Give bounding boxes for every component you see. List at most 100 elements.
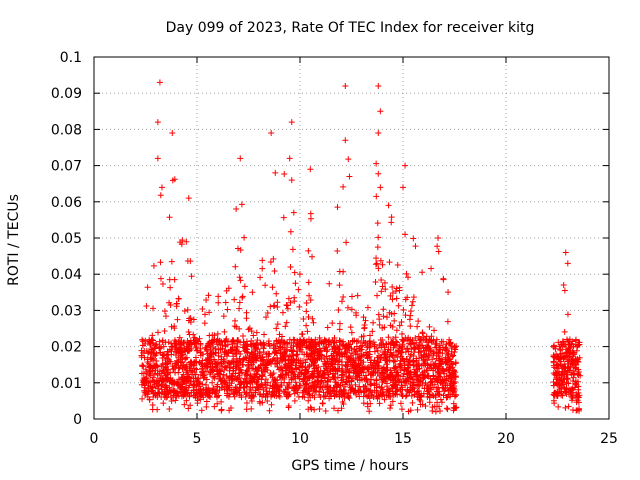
data-point [400, 184, 406, 191]
data-point [356, 345, 363, 352]
data-point [326, 337, 333, 344]
data-point [316, 406, 323, 413]
data-point [321, 374, 328, 381]
data-point [268, 130, 275, 137]
data-point [199, 371, 206, 378]
data-point [158, 184, 165, 191]
data-point [371, 382, 378, 389]
data-point [443, 354, 450, 361]
data-point [566, 345, 573, 352]
data-point [320, 370, 327, 377]
data-point [391, 317, 398, 324]
data-point [331, 365, 338, 372]
data-point [203, 376, 210, 383]
data-point [310, 319, 317, 326]
data-point [349, 293, 356, 300]
data-point [243, 406, 250, 413]
data-point [157, 259, 164, 266]
data-point [389, 385, 396, 392]
data-point [562, 349, 569, 356]
data-point [228, 346, 235, 353]
data-point [336, 388, 343, 395]
data-point [280, 214, 287, 221]
data-point [244, 349, 251, 356]
data-point [550, 343, 557, 350]
data-point [409, 376, 416, 383]
data-point [284, 305, 291, 312]
data-point [318, 339, 325, 346]
data-point [282, 357, 289, 364]
data-point [288, 376, 295, 383]
data-point [345, 156, 352, 163]
data-point [207, 360, 214, 367]
data-point [168, 340, 175, 347]
data-point [450, 400, 457, 407]
data-point [373, 345, 380, 352]
data-point [279, 333, 286, 340]
data-point [356, 353, 363, 360]
data-point [352, 381, 359, 388]
data-point [351, 346, 358, 353]
data-point [270, 355, 277, 362]
data-point [339, 379, 346, 386]
data-point [250, 332, 257, 339]
data-point [437, 346, 444, 353]
data-point [392, 358, 399, 365]
data-point [388, 310, 395, 317]
data-point [167, 375, 174, 382]
y-tick-label: 0.05 [51, 231, 82, 247]
data-point [203, 403, 210, 410]
data-point [416, 382, 423, 389]
data-point [287, 263, 294, 270]
data-point [563, 391, 570, 398]
data-point [439, 358, 446, 365]
data-point [282, 323, 289, 330]
data-point [386, 259, 393, 266]
data-point [444, 367, 451, 374]
data-point [146, 368, 153, 375]
data-point [575, 386, 582, 393]
data-point [440, 275, 447, 282]
data-point [443, 373, 450, 380]
data-point [271, 302, 278, 309]
data-point [264, 397, 271, 404]
data-point [325, 388, 332, 395]
data-point [141, 376, 148, 383]
data-point [309, 372, 316, 379]
data-point [185, 405, 192, 412]
data-point [387, 402, 394, 409]
data-point [142, 384, 149, 391]
data-point [234, 245, 241, 252]
data-point [446, 364, 453, 371]
data-point [162, 383, 169, 390]
data-point [326, 355, 333, 362]
data-point [322, 408, 329, 415]
data-point [407, 323, 414, 330]
data-point [338, 367, 345, 374]
data-point [239, 294, 246, 301]
data-point [346, 173, 353, 180]
data-point [259, 356, 266, 363]
data-point [435, 364, 442, 371]
data-point [243, 399, 250, 406]
data-point [159, 351, 166, 358]
data-point [184, 306, 191, 313]
data-point [373, 376, 380, 383]
data-point [284, 302, 291, 309]
data-point [378, 277, 385, 284]
data-point [405, 368, 412, 375]
data-point [150, 345, 157, 352]
data-point [385, 392, 392, 399]
data-point [258, 376, 265, 383]
data-point [139, 363, 146, 370]
data-point [375, 82, 382, 89]
data-point [366, 338, 373, 345]
data-point [175, 369, 182, 376]
data-point [292, 280, 299, 287]
data-point [291, 336, 298, 343]
data-point [304, 328, 311, 335]
data-point [335, 346, 342, 353]
data-point [404, 387, 411, 394]
data-point [343, 239, 350, 246]
data-point [550, 391, 557, 398]
